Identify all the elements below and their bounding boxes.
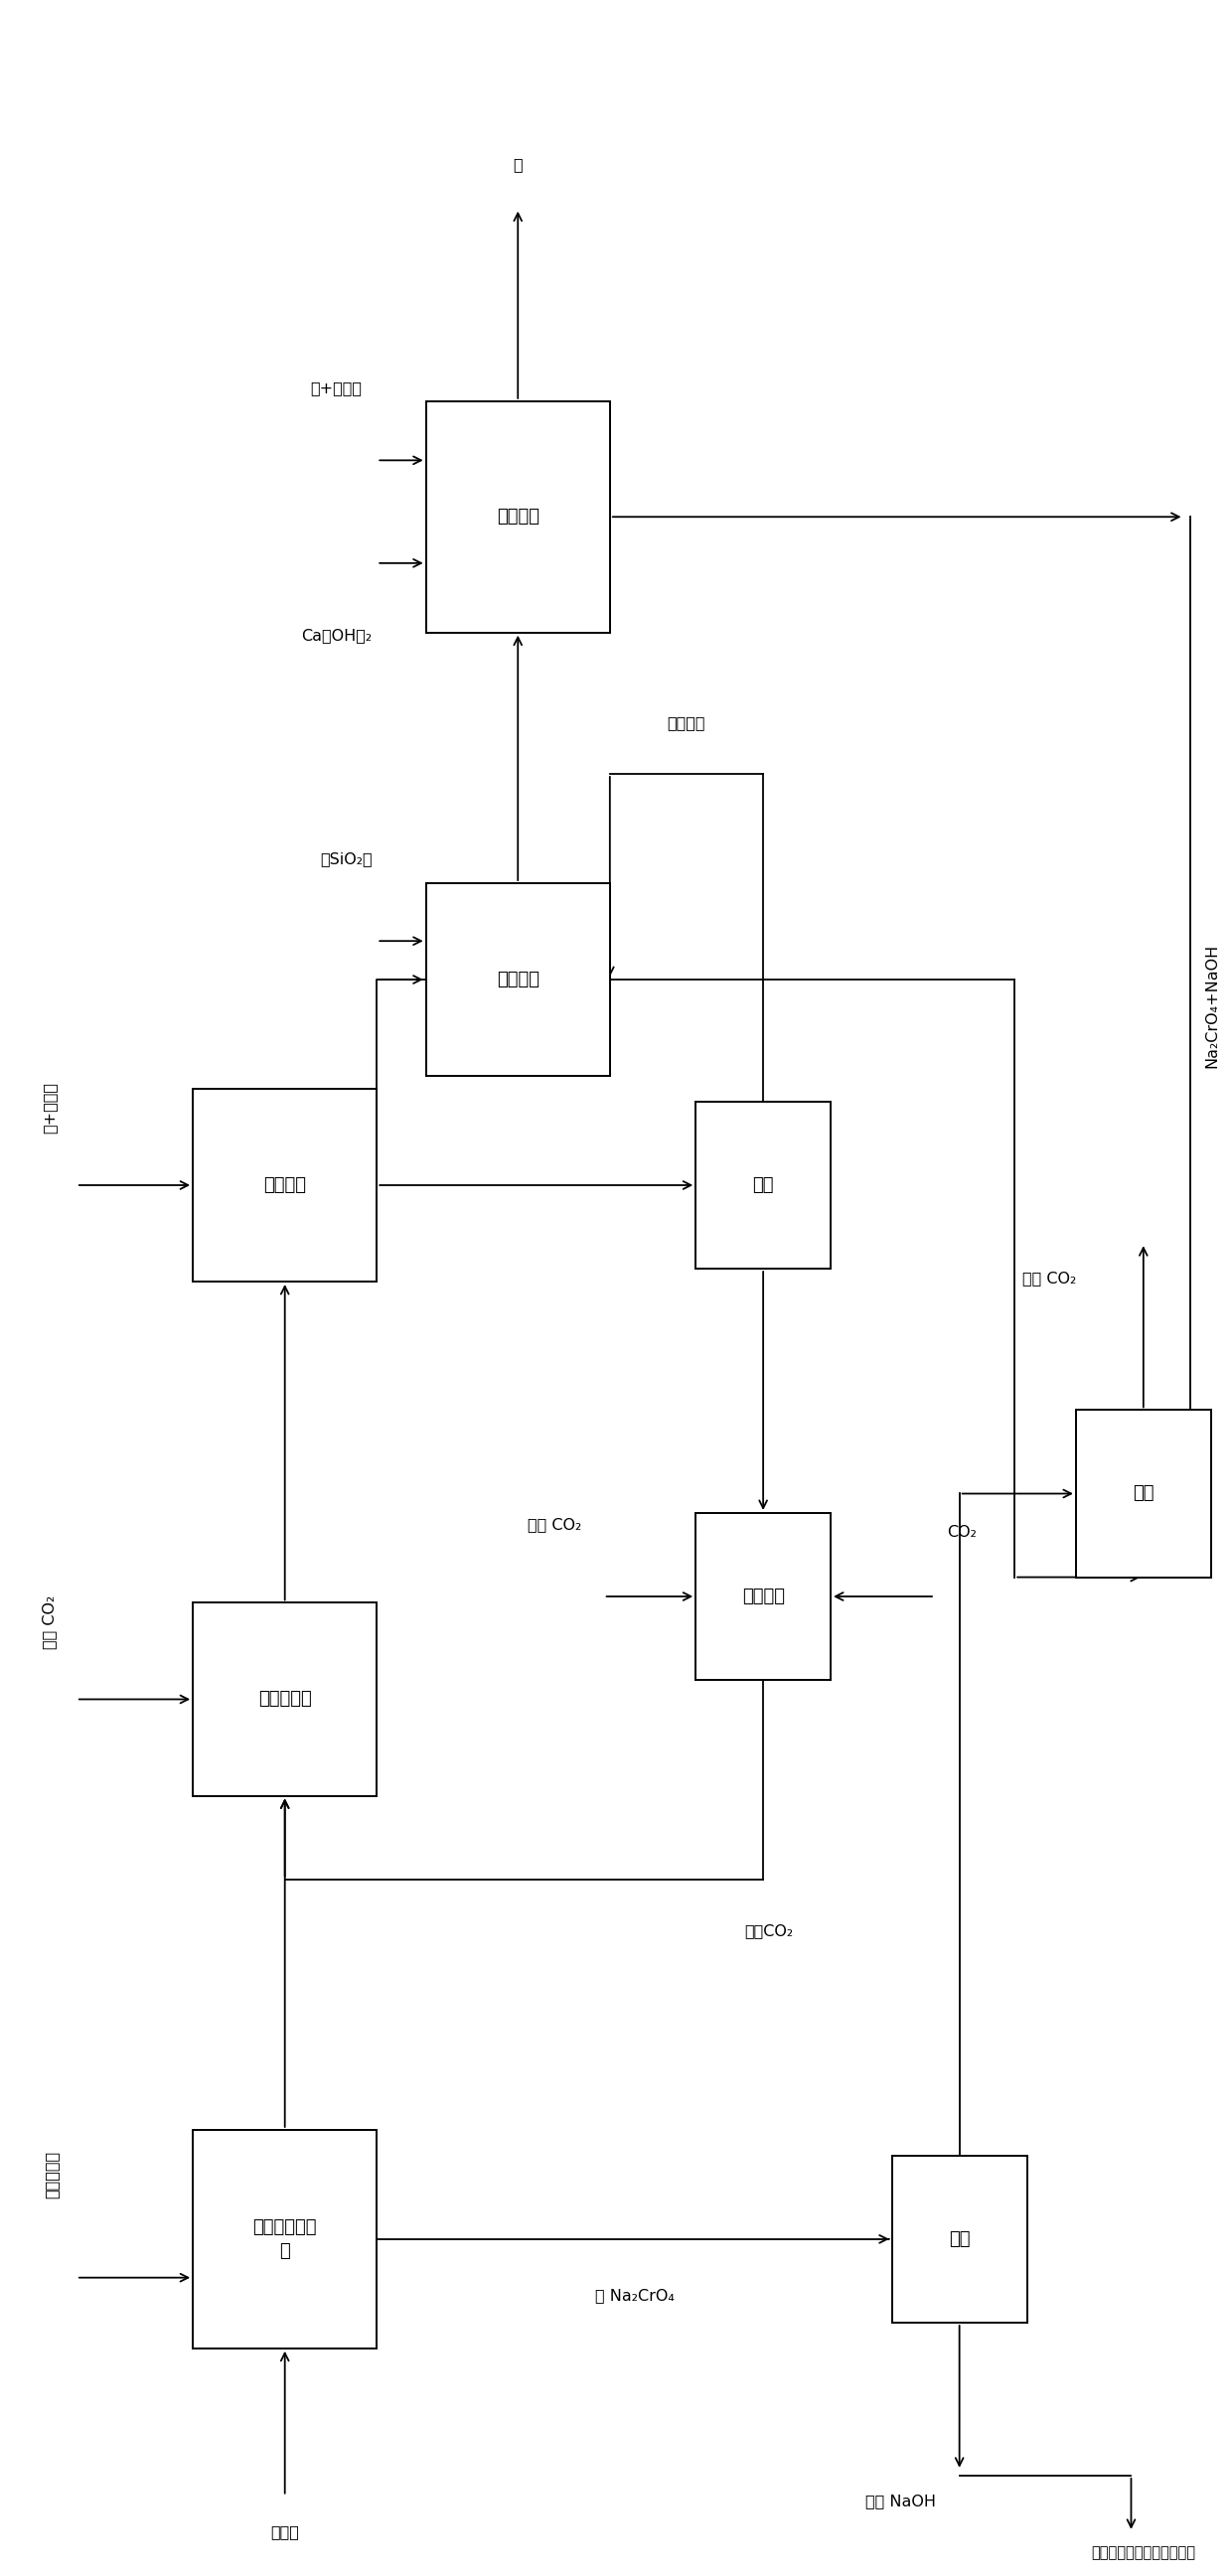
Text: 浓缩: 浓缩 [753,1177,774,1195]
FancyBboxPatch shape [426,402,610,634]
Text: 循环CO₂: 循环CO₂ [745,1924,793,1937]
Text: 逆流浸取: 逆流浸取 [264,1177,307,1195]
Text: 固相碳酸化: 固相碳酸化 [259,1690,312,1708]
Text: 浓缩: 浓缩 [1132,1484,1154,1502]
Text: 循环 CO₂: 循环 CO₂ [1023,1270,1076,1285]
Text: 水+循环液: 水+循环液 [310,381,362,397]
Text: 铬铁矿: 铬铁矿 [271,2524,299,2540]
Text: 分离: 分离 [949,2231,970,2249]
Text: 二次焙烧: 二次焙烧 [496,971,540,989]
Text: Ca（OH）₂: Ca（OH）₂ [301,629,372,641]
FancyBboxPatch shape [892,2156,1026,2324]
Text: 粗 Na₂CrO₄: 粗 Na₂CrO₄ [595,2287,674,2303]
Text: 循环 NaOH: 循环 NaOH [865,2494,936,2509]
FancyBboxPatch shape [1076,1409,1211,1577]
Text: CO₂: CO₂ [947,1525,977,1540]
Text: 水+循环液: 水+循环液 [42,1082,57,1133]
Text: 热压浸取: 热压浸取 [496,507,540,526]
Text: 烧碱固相焙烧
炉: 烧碱固相焙烧 炉 [253,2218,317,2259]
Text: 补充 CO₂: 补充 CO₂ [527,1517,582,1533]
FancyBboxPatch shape [193,1602,377,1795]
FancyBboxPatch shape [696,1103,830,1270]
FancyBboxPatch shape [193,2130,377,2349]
Text: （SiO₂）: （SiO₂） [320,850,372,866]
Text: 补充 CO₂: 补充 CO₂ [42,1595,57,1649]
Text: 碳酸钠液: 碳酸钠液 [668,716,706,729]
Text: 去铬铁矿液相（三相）氧化: 去铬铁矿液相（三相）氧化 [1092,2545,1195,2561]
FancyBboxPatch shape [193,1090,377,1283]
FancyBboxPatch shape [426,884,610,1077]
Text: 渣: 渣 [513,157,522,173]
Text: 制红矾钠: 制红矾钠 [742,1587,785,1605]
FancyBboxPatch shape [696,1512,830,1680]
Text: 氧化完成液: 氧化完成液 [44,2151,59,2200]
Text: Na₂CrO₄+NaOH: Na₂CrO₄+NaOH [1205,943,1220,1066]
